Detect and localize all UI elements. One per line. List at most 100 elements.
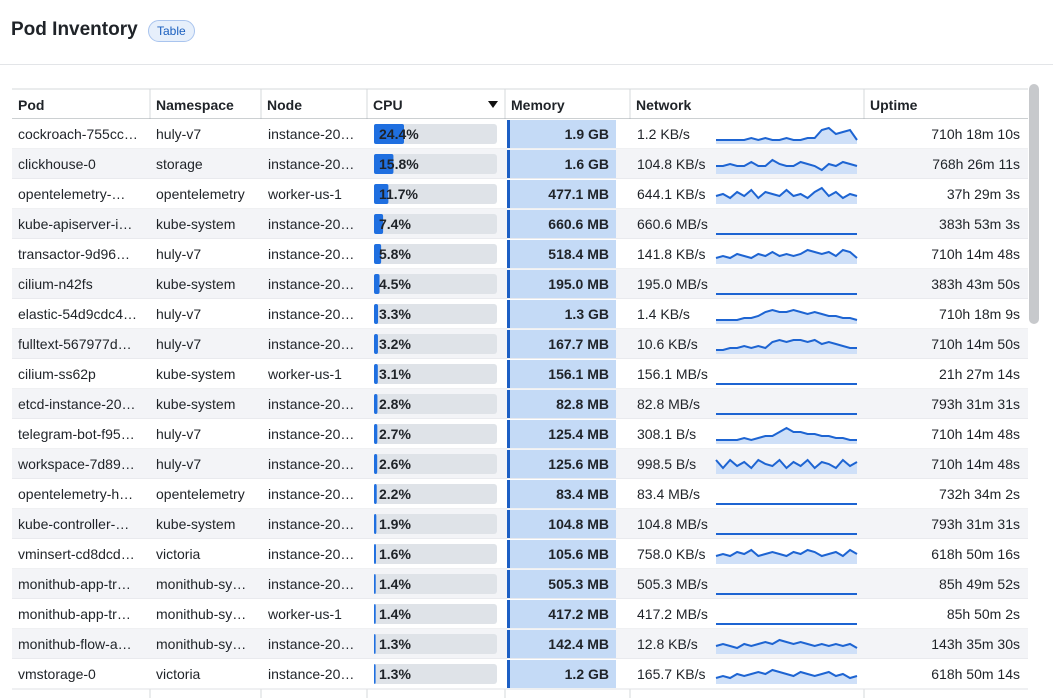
memory-label: 1.9 GB — [565, 126, 609, 142]
column-header[interactable]: Network — [636, 97, 691, 113]
uptime: 383h 53m 3s — [939, 216, 1020, 232]
pod-name: cockroach-755cc… — [18, 126, 138, 142]
cpu-bar — [374, 244, 382, 264]
cpu-bar — [374, 424, 378, 444]
namespace: victoria — [156, 666, 201, 682]
column-header[interactable]: Namespace — [156, 97, 234, 113]
sparkline-area — [716, 340, 857, 354]
pod-name: telegram-bot-f95… — [18, 426, 135, 442]
node: instance-20… — [268, 126, 354, 142]
column-header[interactable]: Memory — [511, 97, 565, 113]
memory-edge — [507, 540, 510, 568]
uptime: 37h 29m 3s — [947, 186, 1020, 202]
badge[interactable]: Table — [148, 20, 195, 42]
cpu-label: 11.7% — [379, 186, 418, 202]
memory-edge — [507, 360, 510, 388]
uptime: 21h 27m 14s — [939, 366, 1020, 382]
memory-edge — [507, 390, 510, 418]
cpu-track — [374, 514, 497, 534]
memory-edge — [507, 150, 510, 178]
node: instance-20… — [268, 246, 354, 262]
sparkline — [715, 186, 858, 200]
namespace: opentelemetry — [156, 486, 245, 502]
uptime: 710h 14m 48s — [931, 426, 1020, 442]
memory-label: 477.1 MB — [548, 186, 609, 202]
title: Pod Inventory — [11, 19, 138, 40]
network-label: 998.5 B/s — [637, 456, 696, 472]
memory-cell — [507, 450, 616, 478]
network-label: 417.2 MB/s — [637, 606, 708, 622]
network-label: 758.0 KB/s — [637, 546, 706, 562]
network-label: 83.4 MB/s — [637, 486, 700, 502]
sparkline-area — [716, 188, 857, 204]
memory-cell — [507, 630, 616, 658]
memory-cell — [507, 420, 616, 448]
memory-edge — [507, 450, 510, 478]
namespace: kube-system — [156, 216, 235, 232]
cpu-track — [374, 574, 497, 594]
node: instance-20… — [268, 636, 354, 652]
uptime: 793h 31m 31s — [931, 396, 1020, 412]
sort-icon[interactable] — [488, 101, 498, 108]
uptime: 618h 50m 16s — [931, 546, 1020, 562]
network-label: 195.0 MB/s — [637, 276, 708, 292]
namespace: kube-system — [156, 276, 235, 292]
node: instance-20… — [268, 456, 354, 472]
namespace: monithub-sy… — [156, 636, 246, 652]
memory-cell — [507, 330, 616, 358]
cpu-track — [374, 634, 497, 654]
column-header[interactable]: Uptime — [870, 97, 918, 113]
node: instance-20… — [268, 216, 354, 232]
cpu-bar — [374, 394, 378, 414]
memory-cell — [507, 660, 616, 688]
column-header[interactable]: Node — [267, 97, 302, 113]
pod-name: opentelemetry-… — [18, 186, 125, 202]
memory-label: 505.3 MB — [548, 576, 609, 592]
uptime: 85h 49m 52s — [939, 576, 1020, 592]
network-label: 141.8 KB/s — [637, 246, 706, 262]
uptime: 710h 18m 9s — [939, 306, 1020, 322]
cpu-bar — [374, 664, 376, 684]
cpu-label: 1.4% — [379, 576, 411, 592]
node: instance-20… — [268, 306, 354, 322]
scrollbar[interactable] — [1029, 84, 1039, 324]
memory-label: 82.8 MB — [556, 396, 609, 412]
memory-label: 1.3 GB — [565, 306, 609, 322]
cpu-label: 2.6% — [379, 456, 411, 472]
node: instance-20… — [268, 336, 354, 352]
network-label: 12.8 KB/s — [637, 636, 698, 652]
sparkline-area — [716, 670, 857, 684]
column-header[interactable]: CPU — [373, 97, 403, 113]
memory-cell — [507, 240, 616, 268]
memory-edge — [507, 270, 510, 298]
sparkline — [715, 548, 858, 558]
cpu-bar — [374, 214, 384, 234]
cpu-bar — [374, 634, 376, 654]
cpu-label: 3.3% — [379, 306, 411, 322]
network-label: 165.7 KB/s — [637, 666, 706, 682]
cpu-label: 2.7% — [379, 426, 411, 442]
uptime: 85h 50m 2s — [947, 606, 1020, 622]
namespace: monithub-sy… — [156, 606, 246, 622]
cpu-track — [374, 484, 497, 504]
memory-edge — [507, 420, 510, 448]
cpu-track — [374, 244, 497, 264]
cpu-track — [374, 334, 497, 354]
network-label: 660.6 MB/s — [637, 216, 708, 232]
cpu-track — [374, 424, 497, 444]
memory-cell — [507, 600, 616, 628]
cpu-label: 1.3% — [379, 636, 411, 652]
node: instance-20… — [268, 666, 354, 682]
memory-edge — [507, 180, 510, 208]
node: instance-20… — [268, 576, 354, 592]
memory-label: 125.6 MB — [548, 456, 609, 472]
uptime: 768h 26m 11s — [932, 156, 1020, 172]
node: worker-us-1 — [267, 606, 342, 622]
cpu-label: 24.4% — [379, 126, 419, 142]
sparkline — [716, 126, 858, 142]
network-label: 82.8 MB/s — [637, 396, 700, 412]
namespace: huly-v7 — [156, 336, 201, 352]
column-header[interactable]: Pod — [18, 97, 44, 113]
node: instance-20… — [268, 156, 354, 172]
memory-cell — [507, 480, 616, 508]
